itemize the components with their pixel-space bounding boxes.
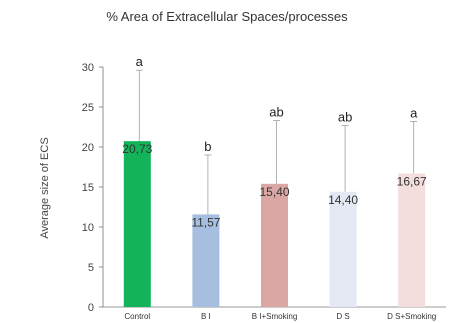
bar (398, 173, 426, 307)
y-tick-label: 15 (82, 182, 94, 194)
significance-letter: a (136, 54, 144, 69)
y-tick-label: 20 (82, 142, 94, 154)
chart-title: % Area of Extracellular Spaces/processes (106, 9, 348, 24)
significance-letter: ab (338, 109, 352, 124)
y-tick-label: 30 (82, 62, 94, 74)
y-tick-label: 5 (88, 262, 94, 274)
significance-letter: b (204, 139, 211, 154)
y-tick-label: 25 (82, 102, 94, 114)
bar (329, 191, 357, 307)
x-tick-label: B I (201, 312, 211, 321)
significance-letter: ab (269, 105, 283, 120)
data-label: 15,40 (259, 185, 289, 199)
bar (261, 183, 288, 307)
x-tick-label: Control (124, 312, 150, 321)
bar (123, 141, 151, 307)
x-tick-label: D S+Smoking (387, 312, 436, 321)
x-tick-label: D S (336, 312, 349, 321)
data-label: 20,73 (122, 142, 152, 156)
bar (192, 214, 220, 307)
data-label: 16,67 (397, 175, 427, 189)
y-tick-label: 0 (88, 302, 94, 314)
data-label: 14,40 (328, 193, 358, 207)
y-tick-label: 10 (82, 222, 94, 234)
y-axis-label: Average size of ECS (39, 137, 51, 238)
data-label: 11,57 (191, 215, 220, 229)
significance-letter: a (410, 105, 418, 120)
x-tick-label: B I+Smoking (252, 312, 298, 321)
